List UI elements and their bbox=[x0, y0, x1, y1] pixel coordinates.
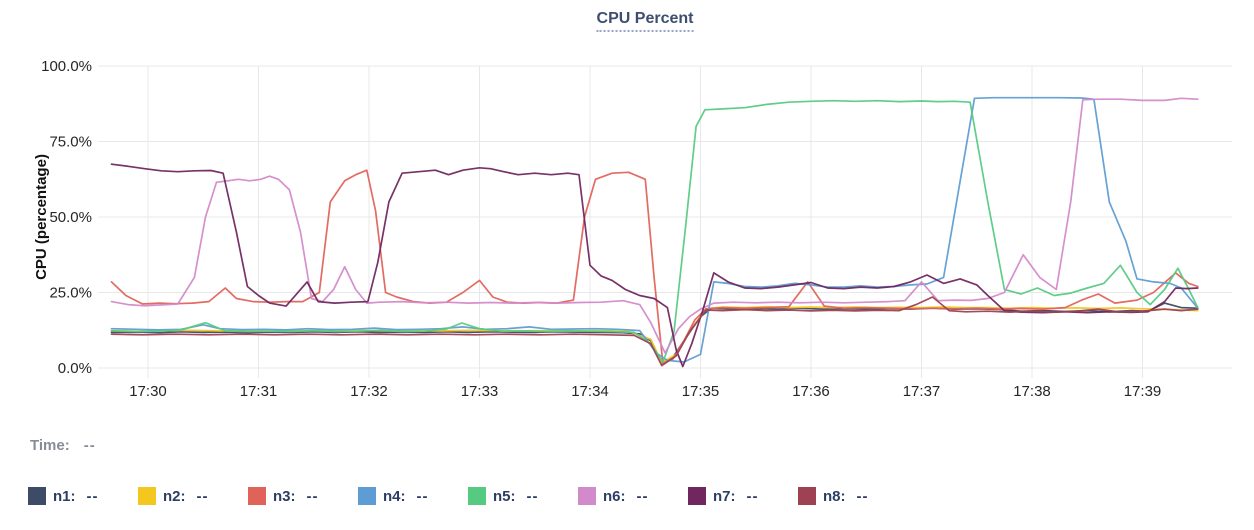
legend-label-n5: n5: bbox=[493, 487, 516, 505]
legend-swatch-n2 bbox=[138, 487, 156, 505]
legend-item-n1: n1: -- bbox=[28, 487, 138, 505]
series-line-n5[interactable] bbox=[110, 99, 1199, 363]
legend-value-n7: -- bbox=[746, 487, 759, 505]
x-tick-label: 17:35 bbox=[682, 383, 720, 400]
y-tick-label: 0.0% bbox=[58, 360, 92, 377]
legend-swatch-n3 bbox=[248, 487, 266, 505]
legend-label-n4: n4: bbox=[383, 487, 406, 505]
y-tick-label: 50.0% bbox=[49, 209, 92, 226]
time-readout-value: -- bbox=[83, 437, 96, 454]
legend-item-n2: n2: -- bbox=[138, 487, 248, 505]
y-tick-label: 100.0% bbox=[41, 58, 92, 75]
legend-value-n5: -- bbox=[526, 487, 539, 505]
chart-title[interactable]: CPU Percent bbox=[596, 10, 694, 32]
legend-value-n3: -- bbox=[306, 487, 319, 505]
legend-value-n1: -- bbox=[86, 487, 99, 505]
legend-swatch-n7 bbox=[688, 487, 706, 505]
x-tick-label: 17:31 bbox=[240, 383, 278, 400]
x-tick-label: 17:36 bbox=[792, 383, 830, 400]
legend-item-n3: n3: -- bbox=[248, 487, 358, 505]
legend-label-n3: n3: bbox=[273, 487, 296, 505]
x-tick-label: 17:39 bbox=[1124, 383, 1162, 400]
series-line-n6[interactable] bbox=[110, 97, 1199, 354]
legend-item-n8: n8: -- bbox=[798, 487, 908, 505]
legend-item-n4: n4: -- bbox=[358, 487, 468, 505]
y-tick-label: 75.0% bbox=[49, 134, 92, 151]
legend-swatch-n8 bbox=[798, 487, 816, 505]
x-tick-label: 17:30 bbox=[129, 383, 167, 400]
legend-label-n2: n2: bbox=[163, 487, 186, 505]
x-tick-label: 17:33 bbox=[461, 383, 499, 400]
legend-value-n8: -- bbox=[856, 487, 869, 505]
legend-label-n1: n1: bbox=[53, 487, 76, 505]
x-tick-label: 17:32 bbox=[350, 383, 388, 400]
legend-value-n2: -- bbox=[196, 487, 209, 505]
legend-label-n7: n7: bbox=[713, 487, 736, 505]
legend-value-n6: -- bbox=[636, 487, 649, 505]
legend-label-n6: n6: bbox=[603, 487, 626, 505]
chart-title-wrap: CPU Percent bbox=[596, 10, 694, 32]
time-readout-label: Time: bbox=[30, 437, 70, 454]
legend-swatch-n4 bbox=[358, 487, 376, 505]
legend-item-n5: n5: -- bbox=[468, 487, 578, 505]
x-tick-label: 17:38 bbox=[1013, 383, 1051, 400]
legend-swatch-n6 bbox=[578, 487, 596, 505]
chart-legend: n1: -- n2: -- n3: -- n4: -- n5: -- n6: -… bbox=[28, 487, 1254, 505]
series-line-n3[interactable] bbox=[110, 169, 1199, 365]
series-line-n4[interactable] bbox=[110, 96, 1199, 363]
cpu-chart[interactable]: 0.0% 25.0% 50.0% 75.0% 100.0% 17:30 17:31 17:32… bbox=[0, 0, 1254, 420]
series-line-n7[interactable] bbox=[110, 163, 1199, 368]
y-axis-title: CPU (percentage) bbox=[33, 154, 50, 280]
legend-value-n4: -- bbox=[416, 487, 429, 505]
time-readout: Time: -- bbox=[30, 437, 96, 454]
x-tick-label: 17:37 bbox=[903, 383, 941, 400]
legend-swatch-n5 bbox=[468, 487, 486, 505]
legend-label-n8: n8: bbox=[823, 487, 846, 505]
series-line-n8[interactable] bbox=[110, 296, 1199, 367]
legend-item-n6: n6: -- bbox=[578, 487, 688, 505]
legend-swatch-n1 bbox=[28, 487, 46, 505]
legend-item-n7: n7: -- bbox=[688, 487, 798, 505]
y-tick-label: 25.0% bbox=[49, 285, 92, 302]
x-tick-label: 17:34 bbox=[571, 383, 609, 400]
